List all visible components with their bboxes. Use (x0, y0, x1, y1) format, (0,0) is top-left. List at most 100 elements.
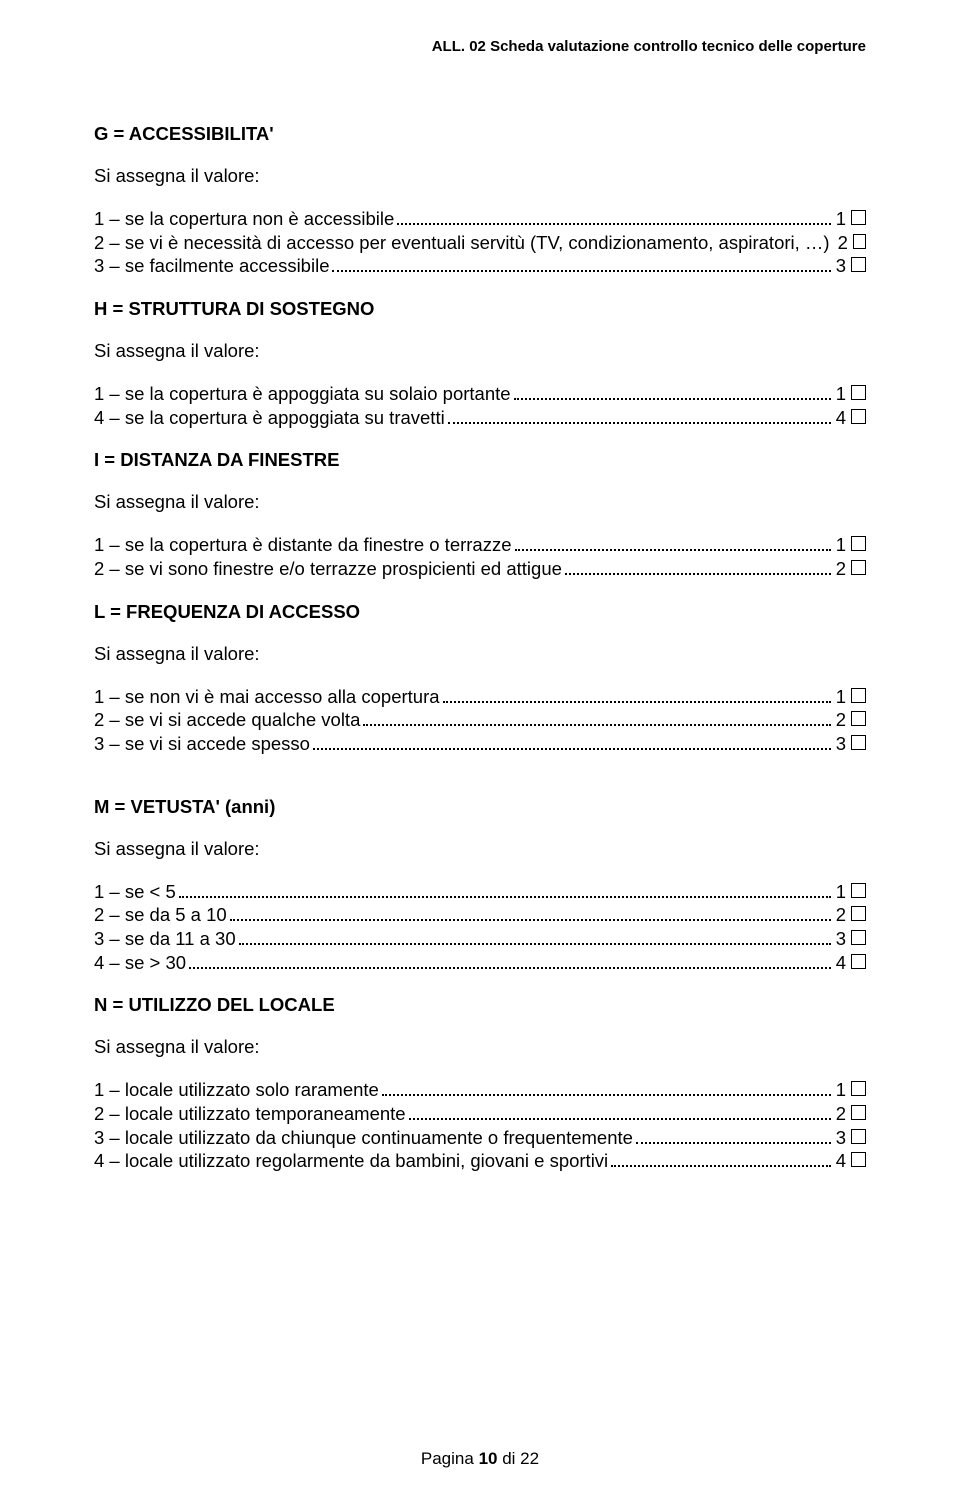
checkbox-icon[interactable] (851, 560, 866, 575)
section-title: L = FREQUENZA DI ACCESSO (94, 601, 866, 623)
item-row: 2 – locale utilizzato temporaneamente 2 (94, 1102, 866, 1126)
item-text: 2 – locale utilizzato temporaneamente (94, 1102, 406, 1126)
item-row: 4 – se la copertura è appoggiata su trav… (94, 406, 866, 430)
item-row: 1 – se la copertura è appoggiata su sola… (94, 382, 866, 406)
footer-mid: di (497, 1449, 520, 1468)
checkbox-icon[interactable] (851, 954, 866, 969)
leader-dots (179, 890, 831, 898)
footer-page-number: 10 (479, 1449, 498, 1468)
item-value: 3 (834, 927, 846, 951)
item-value: 3 (834, 254, 846, 278)
item-value: 2 (834, 1102, 846, 1126)
item-row: 2 – se vi si accede qualche volta2 (94, 708, 866, 732)
assign-label: Si assegna il valore: (94, 643, 866, 665)
item-row: 3 – se facilmente accessibile 3 (94, 254, 866, 278)
section-title: G = ACCESSIBILITA' (94, 123, 866, 145)
item-text: 1 – se la copertura è distante da finest… (94, 533, 512, 557)
checkbox-icon[interactable] (851, 409, 866, 424)
section-title: I = DISTANZA DA FINESTRE (94, 449, 866, 471)
item-value: 1 (834, 533, 846, 557)
assign-label: Si assegna il valore: (94, 340, 866, 362)
item-text: 1 – se < 5 (94, 880, 176, 904)
checkbox-icon[interactable] (851, 210, 866, 225)
item-text: 1 – se la copertura non è accessibile (94, 207, 394, 231)
document-header: ALL. 02 Scheda valutazione controllo tec… (94, 38, 866, 55)
item-value: 2 (834, 557, 846, 581)
item-row: 3 – se da 11 a 30 3 (94, 927, 866, 951)
checkbox-icon[interactable] (851, 1152, 866, 1167)
section-title: M = VETUSTA' (anni) (94, 796, 866, 818)
page-footer: Pagina 10 di 22 (0, 1449, 960, 1469)
section-title: N = UTILIZZO DEL LOCALE (94, 994, 866, 1016)
leader-dots (239, 937, 831, 945)
leader-dots (565, 567, 831, 575)
section-block: I = DISTANZA DA FINESTRE Si assegna il va… (94, 449, 866, 580)
section-block: N = UTILIZZO DEL LOCALESi assegna il val… (94, 994, 866, 1173)
item-value: 1 (834, 382, 846, 406)
item-text: 2 – se da 5 a 10 (94, 903, 227, 927)
item-row: 3 – se vi si accede spesso 3 (94, 732, 866, 756)
checkbox-icon[interactable] (851, 1081, 866, 1096)
assign-label: Si assegna il valore: (94, 491, 866, 513)
checkbox-icon[interactable] (851, 257, 866, 272)
item-text: 3 – se vi si accede spesso (94, 732, 310, 756)
leader-dots (230, 913, 831, 921)
item-row: 4 – se > 30 4 (94, 951, 866, 975)
leader-dots (515, 543, 831, 551)
section-block: G = ACCESSIBILITA' Si assegna il valore: 1… (94, 123, 866, 278)
checkbox-icon[interactable] (851, 536, 866, 551)
leader-dots (443, 695, 831, 703)
footer-prefix: Pagina (421, 1449, 479, 1468)
footer-total: 22 (520, 1449, 539, 1468)
item-value: 4 (834, 1149, 846, 1173)
item-value: 3 (834, 732, 846, 756)
item-row: 1 – se non vi è mai accesso alla copertu… (94, 685, 866, 709)
checkbox-icon[interactable] (851, 385, 866, 400)
checkbox-icon[interactable] (851, 735, 866, 750)
item-text: 4 – se > 30 (94, 951, 186, 975)
item-text: 1 – locale utilizzato solo raramente (94, 1078, 379, 1102)
item-value: 3 (834, 1126, 846, 1150)
item-row: 1 – se la copertura è distante da finest… (94, 533, 866, 557)
item-text: 1 – se non vi è mai accesso alla copertu… (94, 685, 440, 709)
checkbox-icon[interactable] (851, 930, 866, 945)
item-row: 1 – se la copertura non è accessibile 1 (94, 207, 866, 231)
item-text: 3 – locale utilizzato da chiunque contin… (94, 1126, 633, 1150)
assign-label: Si assegna il valore: (94, 165, 866, 187)
item-row: 1 – locale utilizzato solo raramente 1 (94, 1078, 866, 1102)
section-block: H = STRUTTURA DI SOSTEGNO Si assegna il v… (94, 298, 866, 429)
checkbox-icon[interactable] (851, 1105, 866, 1120)
sections-container: G = ACCESSIBILITA' Si assegna il valore: 1… (94, 123, 866, 1173)
leader-dots (397, 217, 830, 225)
item-row: 4 – locale utilizzato regolarmente da ba… (94, 1149, 866, 1173)
item-value: 4 (834, 951, 846, 975)
leader-dots (363, 718, 830, 726)
leader-dots (332, 264, 830, 272)
leader-dots (382, 1089, 831, 1097)
leader-dots (448, 416, 831, 424)
leader-dots (514, 392, 831, 400)
item-value: 1 (834, 1078, 846, 1102)
item-row: 2 – se vi è necessità di accesso per eve… (94, 231, 866, 255)
item-value: 2 (836, 231, 848, 255)
section-title: H = STRUTTURA DI SOSTEGNO (94, 298, 866, 320)
item-text: 4 – locale utilizzato regolarmente da ba… (94, 1149, 608, 1173)
leader-dots (409, 1112, 831, 1120)
checkbox-icon[interactable] (851, 883, 866, 898)
item-value: 1 (834, 685, 846, 709)
item-row: 2 – se vi sono finestre e/o terrazze pro… (94, 557, 866, 581)
item-value: 1 (834, 880, 846, 904)
leader-dots (313, 742, 831, 750)
checkbox-icon[interactable] (851, 906, 866, 921)
checkbox-icon[interactable] (851, 711, 866, 726)
item-value: 1 (834, 207, 846, 231)
item-text: 2 – se vi si accede qualche volta (94, 708, 360, 732)
assign-label: Si assegna il valore: (94, 838, 866, 860)
checkbox-icon[interactable] (853, 234, 866, 249)
leader-dots (189, 961, 831, 969)
item-text: 3 – se facilmente accessibile (94, 254, 329, 278)
checkbox-icon[interactable] (851, 1129, 866, 1144)
item-text: 3 – se da 11 a 30 (94, 927, 236, 951)
checkbox-icon[interactable] (851, 688, 866, 703)
item-text: 4 – se la copertura è appoggiata su trav… (94, 406, 445, 430)
